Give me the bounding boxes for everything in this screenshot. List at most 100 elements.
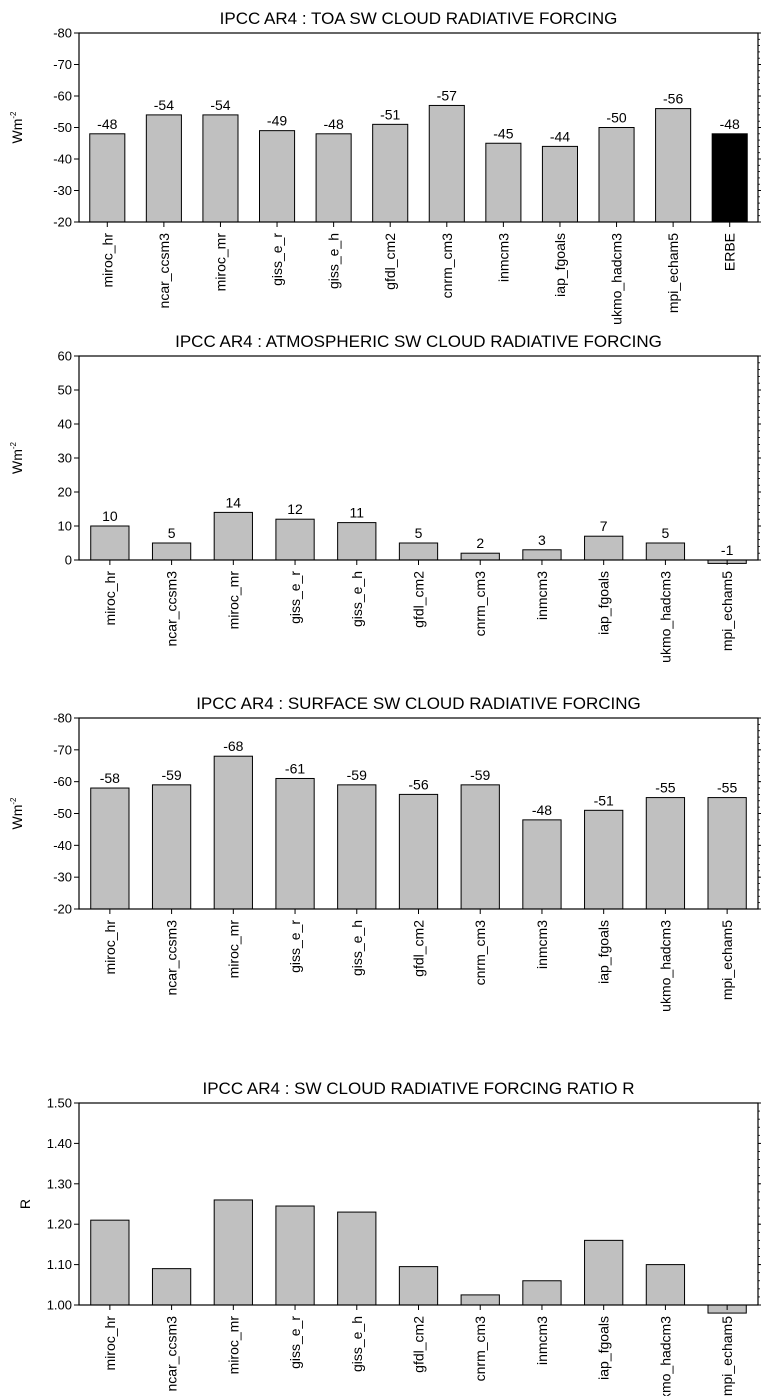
bar-giss_e_h	[315, 133, 352, 223]
x-tick-label-gfdl_cm2: gfdl_cm2	[382, 233, 398, 290]
data-label-miroc_mr: -68	[223, 738, 243, 754]
plot-frame	[78, 1102, 759, 1306]
data-label-cnrm_cm3: -57	[437, 87, 457, 103]
x-tick-label-miroc_mr: miroc_mr	[225, 920, 241, 979]
bar-miroc_hr	[90, 525, 130, 561]
data-label-iap_fgoals: -44	[550, 128, 570, 144]
x-tick-label-cnrm_cm3: cnrm_cm3	[472, 920, 488, 986]
x-tick-label-gfdl_cm2: gfdl_cm2	[411, 1316, 427, 1373]
y-tick-label: -30	[53, 183, 72, 198]
bar-cnrm_cm3	[460, 552, 500, 561]
bar-giss_e_h	[337, 522, 377, 561]
data-label-mpi_echam5: -56	[663, 91, 683, 107]
x-tick-label-gfdl_cm2: gfdl_cm2	[411, 920, 427, 977]
x-tick-label-iap_fgoals: iap_fgoals	[596, 920, 612, 984]
x-tick-label-miroc_hr: miroc_hr	[102, 1316, 118, 1371]
x-tick-label-ERBE: ERBE	[722, 233, 738, 271]
y-tick-label: 30	[58, 451, 72, 466]
data-label-ncar_ccsm3: -59	[161, 767, 181, 783]
chart-title: IPCC AR4 : TOA SW CLOUD RADIATIVE FORCIN…	[220, 9, 618, 28]
y-tick-label: 1.50	[47, 1096, 72, 1111]
plot-frame	[78, 355, 759, 561]
x-tick-label-miroc_mr: miroc_mr	[225, 571, 241, 630]
x-tick-label-giss_e_r: giss_e_r	[287, 571, 303, 624]
data-label-ukmo_hadcm3: -55	[655, 780, 675, 796]
data-label-ncar_ccsm3: -54	[154, 97, 174, 113]
data-label-giss_e_r: -61	[285, 760, 305, 776]
y-tick-label: -70	[53, 742, 72, 757]
x-tick-label-inmcm3: inmcm3	[534, 571, 550, 620]
bar-giss_e_r	[275, 518, 315, 561]
y-tick-label: 0	[65, 553, 72, 568]
y-axis-label-superscript: -2	[9, 797, 18, 805]
data-label-giss_e_h: -48	[324, 116, 344, 132]
data-label-cnrm_cm3: -59	[470, 767, 490, 783]
x-tick-label-inmcm3: inmcm3	[534, 920, 550, 969]
bar-inmcm3	[522, 549, 562, 561]
x-tick-label-miroc_mr: miroc_mr	[212, 233, 228, 292]
x-tick-label-ukmo_hadcm3: ukmo_hadcm3	[657, 920, 673, 1012]
x-tick-label-miroc_hr: miroc_hr	[102, 920, 118, 975]
bar-gfdl_cm2	[372, 123, 409, 223]
data-label-ukmo_hadcm3: -50	[606, 110, 626, 126]
x-tick-label-cnrm_cm3: cnrm_cm3	[439, 233, 455, 299]
data-label-miroc_hr: -48	[97, 116, 117, 132]
bar-miroc_hr	[90, 1219, 130, 1306]
bar-miroc_mr	[213, 755, 253, 910]
y-tick-label: -80	[53, 711, 72, 726]
x-tick-label-iap_fgoals: iap_fgoals	[596, 571, 612, 635]
x-tick-label-mpi_echam5: mpi_echam5	[719, 571, 735, 651]
y-tick-label: 1.10	[47, 1257, 72, 1272]
data-label-gfdl_cm2: -51	[380, 106, 400, 122]
bar-mpi_echam5	[707, 797, 747, 910]
bar-cnrm_cm3	[460, 1294, 500, 1306]
bar-ncar_ccsm3	[151, 784, 192, 910]
data-label-giss_e_h: -59	[347, 767, 367, 783]
bar-iap_fgoals	[584, 1239, 624, 1306]
bar-miroc_mr	[202, 114, 239, 223]
y-tick-label: -40	[53, 152, 72, 167]
y-tick-label: -70	[53, 57, 72, 72]
y-tick-label: -20	[53, 215, 72, 230]
x-tick-label-ukmo_hadcm3: ukmo_hadcm3	[657, 1316, 673, 1396]
data-label-miroc_hr: -58	[100, 770, 120, 786]
y-tick-label: 1.00	[47, 1298, 72, 1313]
data-label-giss_e_r: 12	[287, 501, 303, 517]
chart-panel-1: IPCC AR4 : TOA SW CLOUD RADIATIVE FORCIN…	[9, 9, 761, 325]
bar-miroc_mr	[213, 511, 253, 561]
bar-ukmo_hadcm3	[645, 542, 686, 561]
x-tick-label-cnrm_cm3: cnrm_cm3	[472, 1316, 488, 1382]
x-tick-label-inmcm3: inmcm3	[495, 233, 511, 282]
bar-ERBE	[711, 133, 748, 223]
data-label-mpi_echam5: -55	[717, 780, 737, 796]
bar-miroc_hr	[89, 133, 126, 223]
x-tick-label-giss_e_r: giss_e_r	[269, 233, 285, 286]
y-axis-label-superscript: -2	[9, 441, 18, 449]
y-tick-label: 1.20	[47, 1217, 72, 1232]
bar-ncar_ccsm3	[145, 114, 182, 223]
data-label-ncar_ccsm3: 5	[168, 525, 176, 541]
data-label-iap_fgoals: 7	[600, 518, 608, 534]
bar-gfdl_cm2	[398, 542, 439, 561]
chart-title: IPCC AR4 : ATMOSPHERIC SW CLOUD RADIATIV…	[175, 332, 662, 351]
x-tick-label-iap_fgoals: iap_fgoals	[552, 233, 568, 297]
y-tick-label: -50	[53, 806, 72, 821]
y-axis-label: Wm-2	[9, 797, 25, 830]
x-tick-label-giss_e_h: giss_e_h	[349, 1316, 365, 1372]
bar-giss_e_h	[337, 1211, 377, 1306]
data-label-iap_fgoals: -51	[594, 792, 614, 808]
y-axis-label: Wm-2	[9, 441, 25, 474]
x-tick-label-giss_e_h: giss_e_h	[349, 571, 365, 627]
bar-cnrm_cm3	[460, 784, 500, 910]
data-label-gfdl_cm2: 5	[415, 525, 423, 541]
x-tick-label-mpi_echam5: mpi_echam5	[719, 920, 735, 1000]
bar-ukmo_hadcm3	[598, 127, 635, 223]
x-tick-label-ncar_ccsm3: ncar_ccsm3	[156, 233, 172, 309]
data-label-giss_e_r: -49	[267, 113, 287, 129]
bar-cnrm_cm3	[428, 104, 465, 223]
data-label-giss_e_h: 11	[349, 505, 364, 521]
x-tick-label-ncar_ccsm3: ncar_ccsm3	[164, 571, 180, 647]
y-axis-label: R	[17, 1199, 33, 1209]
x-tick-label-ncar_ccsm3: ncar_ccsm3	[164, 1316, 180, 1392]
